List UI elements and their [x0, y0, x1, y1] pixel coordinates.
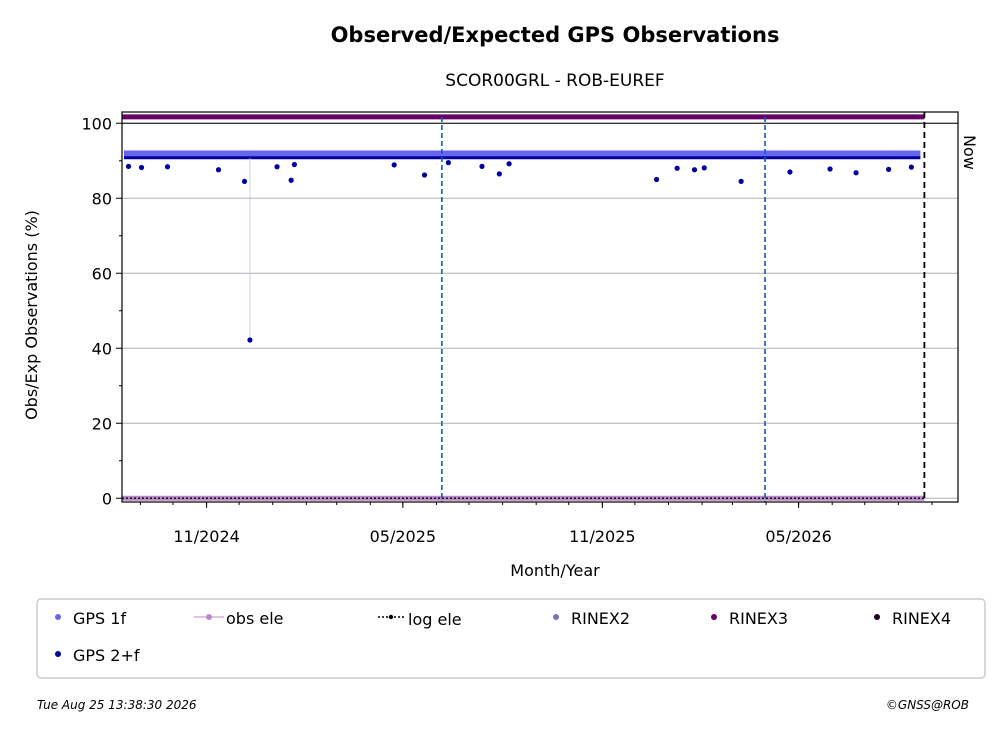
gps-2f-point: [247, 337, 253, 343]
legend-marker: [874, 614, 880, 620]
gps-2f-point: [291, 161, 298, 168]
gps-2f-point: [701, 165, 707, 171]
gps-2f-point: [288, 177, 294, 183]
gps-2f-point: [853, 170, 859, 176]
gps-2f-point: [479, 163, 485, 169]
gps-2f-point: [164, 164, 171, 170]
x-tick-label: 05/2026: [765, 527, 831, 546]
legend-item: RINEX4: [874, 609, 951, 628]
legend-marker: [553, 614, 559, 620]
y-tick-label: 80: [92, 189, 112, 208]
gps-2f-point: [391, 162, 397, 168]
gps-2f-point: [653, 176, 660, 183]
legend-label: obs ele: [226, 609, 284, 628]
legend-item: GPS 1f: [55, 609, 126, 628]
legend-label: RINEX2: [571, 609, 630, 628]
gps-2f-point: [738, 178, 744, 184]
now-label: Now: [960, 135, 979, 170]
gps-2f-point: [908, 164, 914, 170]
gps-2f-point: [421, 172, 428, 178]
gps-2f-point: [827, 166, 833, 172]
legend-marker: [206, 614, 212, 620]
legend-item: GPS 2+f: [55, 646, 140, 665]
x-tick-label: 11/2025: [569, 527, 635, 546]
legend-marker: [55, 651, 61, 657]
legend-label: RINEX4: [892, 609, 951, 628]
chart-title: Observed/Expected GPS Observations: [331, 23, 780, 47]
legend-frame: [36, 598, 986, 679]
gps-2f-point: [674, 165, 680, 171]
gps-2f-point: [506, 161, 512, 167]
y-tick-label: 40: [92, 339, 112, 358]
y-axis-label: Obs/Exp Observations (%): [22, 210, 41, 420]
gps-2f-point: [445, 160, 451, 166]
gps-2f-point: [691, 167, 698, 173]
legend-item: RINEX2: [553, 609, 630, 628]
legend-label: RINEX3: [729, 609, 788, 628]
y-tick-label: 100: [81, 114, 112, 133]
chart-subtitle: SCOR00GRL - ROB-EUREF: [445, 71, 664, 91]
y-tick-label: 20: [92, 414, 112, 433]
legend-marker: [711, 614, 717, 620]
gps-2f-point: [138, 164, 145, 171]
plot-area: 0 20 40 60 80 100 11/2024 05/2025 11/2025 05/2026…: [81, 111, 979, 546]
gps-2f-point: [787, 169, 793, 175]
legend-item: log ele: [378, 610, 462, 629]
gps-2f-point: [496, 171, 502, 177]
gps-2f-point: [241, 178, 248, 184]
x-tick-label: 11/2024: [173, 527, 239, 546]
x-tick-label: 05/2025: [370, 527, 436, 546]
gps-2f-point: [215, 167, 222, 173]
gps-2f-point: [125, 163, 132, 169]
footer-timestamp: Tue Aug 25 13:38:30 2026: [37, 698, 197, 712]
legend-marker: [55, 614, 61, 620]
gps-2f-point: [886, 166, 892, 172]
legend-label: GPS 2+f: [73, 646, 140, 665]
x-axis-label: Month/Year: [510, 561, 600, 580]
legend: GPS 1f obs ele log ele RINEX2 RINEX3 RINEX4 GP…: [36, 598, 986, 679]
legend-item: RINEX3: [711, 609, 788, 628]
legend-item: obs ele: [194, 609, 284, 628]
legend-label: GPS 1f: [73, 609, 126, 628]
legend-marker: [388, 614, 394, 620]
y-tick-label: 60: [92, 264, 112, 283]
legend-label: log ele: [408, 610, 462, 629]
gps-2f-point: [274, 164, 280, 170]
y-tick-label: 0: [102, 489, 112, 508]
plot-frame: [121, 111, 959, 503]
footer-credit: ©GNSS@ROB: [886, 698, 969, 712]
